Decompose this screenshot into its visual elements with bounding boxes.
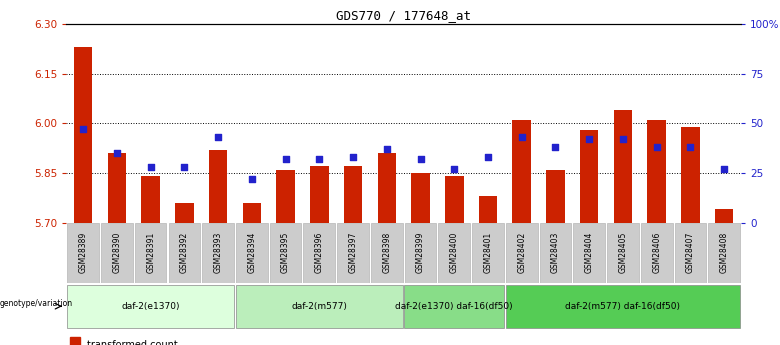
Bar — [479, 196, 498, 223]
Point — [178, 164, 190, 170]
Bar — [573, 223, 605, 283]
Bar — [708, 223, 740, 283]
Text: GSM28400: GSM28400 — [450, 232, 459, 273]
Text: GSM28393: GSM28393 — [214, 232, 222, 273]
Point — [684, 144, 697, 150]
Text: GSM28404: GSM28404 — [585, 232, 594, 273]
Point — [144, 164, 157, 170]
Text: GSM28399: GSM28399 — [416, 232, 425, 273]
Bar — [310, 166, 328, 223]
Bar — [202, 223, 234, 283]
Text: GSM28401: GSM28401 — [484, 232, 492, 273]
Bar — [404, 285, 504, 328]
Bar — [69, 337, 80, 345]
Text: daf-2(m577) daf-16(df50): daf-2(m577) daf-16(df50) — [566, 302, 680, 311]
Point — [313, 156, 325, 162]
Bar — [505, 285, 740, 328]
Text: GSM28408: GSM28408 — [720, 232, 729, 273]
Text: GSM28407: GSM28407 — [686, 232, 695, 273]
Point — [347, 154, 360, 160]
Bar — [67, 285, 234, 328]
Bar — [472, 223, 504, 283]
Text: daf-2(e1370): daf-2(e1370) — [122, 302, 180, 311]
Bar — [236, 285, 403, 328]
Bar — [141, 176, 160, 223]
Bar — [540, 223, 571, 283]
Bar — [270, 223, 301, 283]
Bar — [580, 130, 598, 223]
Point — [77, 127, 90, 132]
Bar — [67, 223, 99, 283]
Point — [549, 144, 562, 150]
Text: daf-2(e1370) daf-16(df50): daf-2(e1370) daf-16(df50) — [395, 302, 513, 311]
Bar — [681, 127, 700, 223]
Point — [448, 166, 460, 172]
Bar — [108, 153, 126, 223]
Text: genotype/variation: genotype/variation — [0, 299, 73, 308]
Text: GSM28391: GSM28391 — [146, 232, 155, 273]
Text: GSM28395: GSM28395 — [281, 232, 290, 273]
Text: daf-2(m577): daf-2(m577) — [292, 302, 347, 311]
Bar — [303, 223, 335, 283]
Bar — [378, 153, 396, 223]
Point — [617, 137, 629, 142]
Text: GSM28390: GSM28390 — [112, 232, 122, 273]
Text: GSM28405: GSM28405 — [619, 232, 627, 273]
Bar — [236, 223, 268, 283]
Bar — [74, 47, 93, 223]
Bar — [506, 223, 537, 283]
Point — [482, 154, 495, 160]
Bar — [411, 173, 430, 223]
Bar — [101, 223, 133, 283]
Bar — [276, 170, 295, 223]
Bar — [209, 150, 228, 223]
Bar — [641, 223, 672, 283]
Bar — [607, 223, 639, 283]
Point — [718, 166, 730, 172]
Bar — [168, 223, 200, 283]
Bar — [675, 223, 706, 283]
Text: GSM28396: GSM28396 — [315, 232, 324, 273]
Bar — [445, 176, 463, 223]
Point — [381, 146, 393, 152]
Point — [111, 150, 123, 156]
Text: GSM28394: GSM28394 — [247, 232, 257, 273]
Bar — [243, 203, 261, 223]
Point — [212, 135, 225, 140]
Bar — [337, 223, 369, 283]
Text: GSM28397: GSM28397 — [349, 232, 357, 273]
Text: GSM28403: GSM28403 — [551, 232, 560, 273]
Bar — [344, 166, 363, 223]
Bar — [438, 223, 470, 283]
Text: GSM28398: GSM28398 — [382, 232, 392, 273]
Text: GSM28406: GSM28406 — [652, 232, 661, 273]
Bar — [714, 209, 733, 223]
Bar — [647, 120, 666, 223]
Bar — [546, 170, 565, 223]
Text: GSM28389: GSM28389 — [79, 232, 87, 273]
Bar — [175, 203, 193, 223]
Point — [246, 176, 258, 182]
Bar — [512, 120, 531, 223]
Point — [414, 156, 427, 162]
Title: GDS770 / 177648_at: GDS770 / 177648_at — [336, 9, 471, 22]
Point — [651, 144, 663, 150]
Bar — [135, 223, 166, 283]
Text: GSM28402: GSM28402 — [517, 232, 526, 273]
Bar — [405, 223, 436, 283]
Bar — [614, 110, 633, 223]
Text: GSM28392: GSM28392 — [180, 232, 189, 273]
Bar — [371, 223, 402, 283]
Point — [583, 137, 595, 142]
Point — [279, 156, 292, 162]
Text: transformed count: transformed count — [87, 339, 177, 345]
Point — [516, 135, 528, 140]
